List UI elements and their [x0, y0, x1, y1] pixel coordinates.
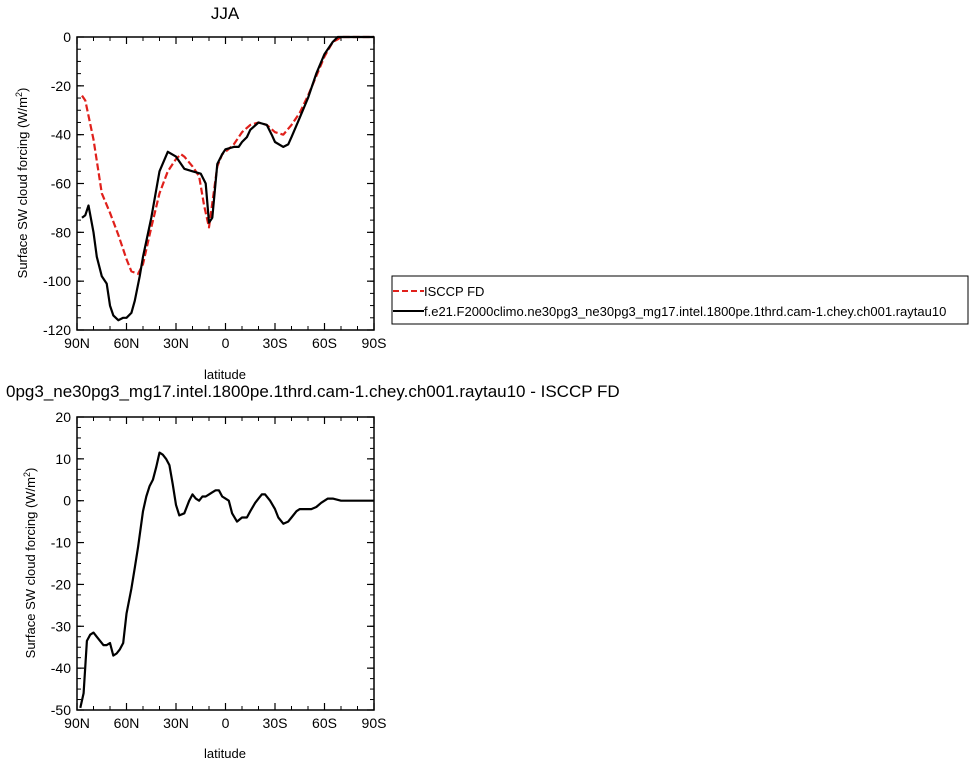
bottom-y-tick-label: -40 — [51, 660, 71, 676]
top-x-tick-label: 90N — [64, 335, 90, 351]
bottom-series-group — [79, 451, 374, 709]
bottom-series-line-0 — [79, 451, 374, 709]
bottom-x-tick-label: 90N — [64, 715, 90, 731]
bottom-x-tick-label: 90S — [362, 715, 387, 731]
top-x-axis-label: latitude — [204, 367, 246, 382]
bottom-y-tick-label: -30 — [51, 618, 71, 634]
bottom-y-tick-label: -10 — [51, 535, 71, 551]
top-y-axis-label: Surface SW cloud forcing (W/m2) — [14, 88, 30, 279]
top-x-tick-label: 30N — [163, 335, 189, 351]
legend-label-isccp: ISCCP FD — [424, 284, 484, 299]
bottom-chart-title: 0pg3_ne30pg3_mg17.intel.1800pe.1thrd.cam… — [6, 382, 620, 401]
bottom-y-tick-label: 10 — [55, 451, 71, 467]
top-x-tick-label: 60S — [312, 335, 337, 351]
top-x-tick-label: 0 — [222, 335, 230, 351]
bottom-plot-frame — [76, 416, 375, 711]
top-y-tick-label: -120 — [43, 322, 71, 338]
bottom-y-axis-label-sup: 2 — [22, 472, 32, 477]
bottom-y-tick-label: 0 — [63, 493, 71, 509]
top-y-axis-label-sup: 2 — [14, 92, 24, 97]
top-y-tick-label: -100 — [43, 273, 71, 289]
bottom-x-tick-label: 60N — [114, 715, 140, 731]
bottom-x-tick-label: 60S — [312, 715, 337, 731]
top-panel: JJA 90N 60N 30N 0 30S 60S 90S 0 -20 -40 -60 -80 -100… — [14, 4, 386, 382]
top-y-tick-label: -60 — [51, 176, 71, 192]
top-series-line-1 — [81, 35, 374, 322]
legend-box — [391, 275, 969, 325]
top-y-tick-label: -40 — [51, 127, 71, 143]
top-plot-frame — [76, 36, 375, 331]
bottom-x-axis-label: latitude — [204, 746, 246, 761]
top-x-tick-label: 60N — [114, 335, 140, 351]
top-y-axis-label-end: ) — [15, 88, 30, 92]
legend-label-model: f.e21.F2000climo.ne30pg3_ne30pg3_mg17.in… — [424, 304, 946, 319]
top-y-axis-label-main: Surface SW cloud forcing (W/m — [15, 97, 30, 278]
top-y-tick-label: -20 — [51, 78, 71, 94]
bottom-y-tick-label: -20 — [51, 576, 71, 592]
bottom-y-axis-label-main: Surface SW cloud forcing (W/m — [23, 477, 38, 658]
bottom-x-tick-label: 30S — [263, 715, 288, 731]
bottom-ticks: 90N 60N 30N 0 30S 60S 90S 20 10 0 -10 -20 -30 -40 -50 — [51, 409, 387, 731]
bottom-y-axis-label: Surface SW cloud forcing (W/m2) — [22, 468, 38, 659]
bottom-y-axis-label-end: ) — [23, 468, 38, 472]
bottom-y-tick-label: 20 — [55, 409, 71, 425]
bottom-x-tick-label: 0 — [222, 715, 230, 731]
top-ticks: 90N 60N 30N 0 30S 60S 90S 0 -20 -40 -60 -80 -100 -120 — [43, 29, 386, 351]
top-x-tick-label: 90S — [362, 335, 387, 351]
top-series-group — [81, 35, 374, 322]
top-chart-title: JJA — [211, 4, 240, 23]
bottom-panel: 0pg3_ne30pg3_mg17.intel.1800pe.1thrd.cam… — [6, 382, 620, 761]
top-series-line-0 — [81, 35, 374, 275]
top-x-tick-label: 30S — [263, 335, 288, 351]
legend: ISCCP FD f.e21.F2000climo.ne30pg3_ne30pg… — [391, 275, 969, 325]
top-y-tick-label: 0 — [63, 29, 71, 45]
top-y-tick-label: -80 — [51, 224, 71, 240]
bottom-y-tick-label: -50 — [51, 702, 71, 718]
bottom-x-tick-label: 30N — [163, 715, 189, 731]
